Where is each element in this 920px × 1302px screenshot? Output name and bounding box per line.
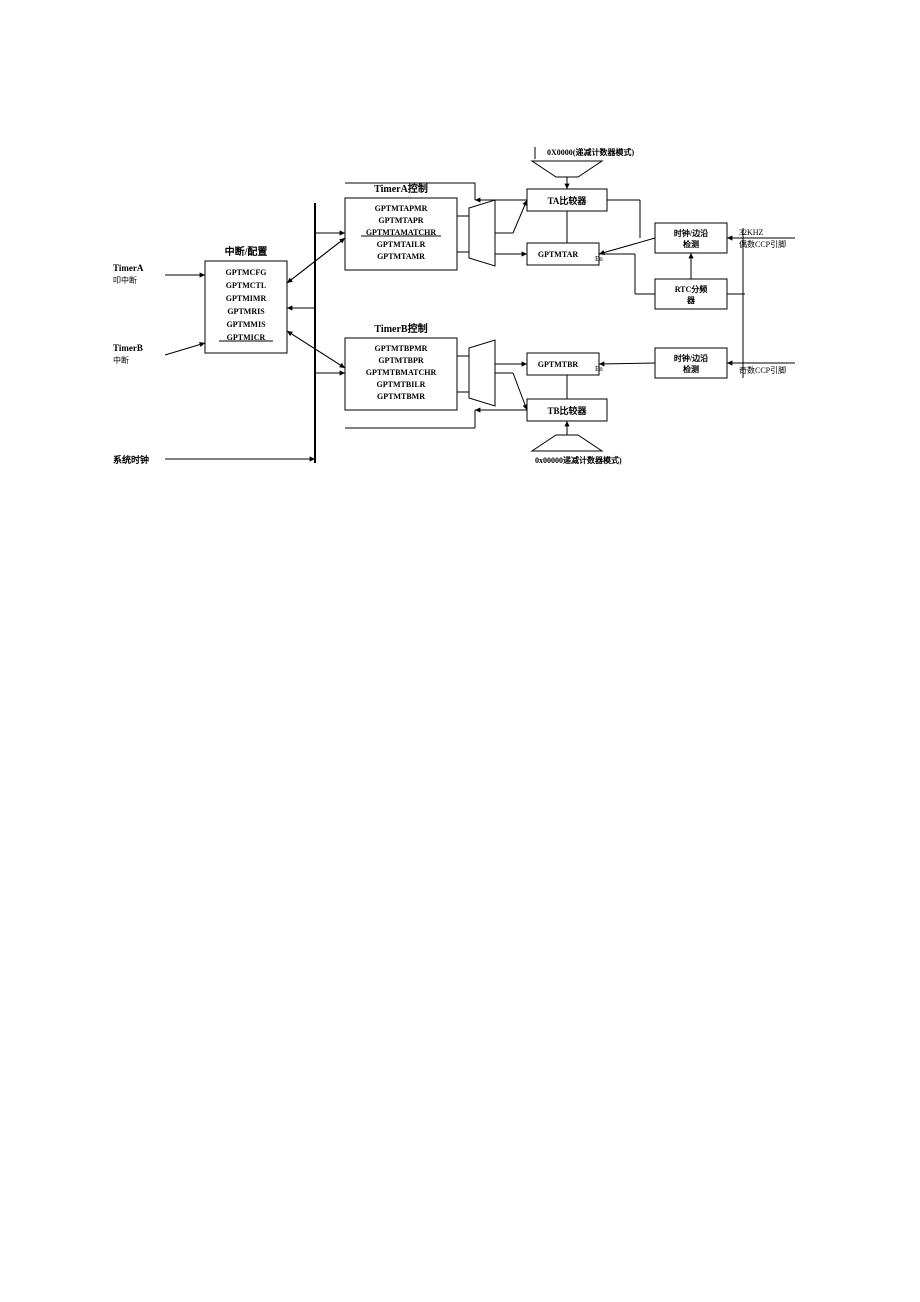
svg-text:GPTMCFG: GPTMCFG xyxy=(226,268,267,277)
svg-text:奇数CCP引脚: 奇数CCP引脚 xyxy=(739,365,786,375)
svg-text:GPTMTAR: GPTMTAR xyxy=(538,250,579,259)
svg-text:中断/配置: 中断/配置 xyxy=(225,245,268,258)
paragraph xyxy=(90,106,830,129)
svg-text:时钟/边沿: 时钟/边沿 xyxy=(674,228,708,238)
svg-text:中断: 中断 xyxy=(113,355,129,365)
svg-text:TimerB: TimerB xyxy=(113,343,143,353)
svg-text:GPTMTBILR: GPTMTBILR xyxy=(377,380,426,389)
svg-text:TimerA: TimerA xyxy=(113,263,144,273)
svg-text:TimerA控制: TimerA控制 xyxy=(374,182,428,195)
svg-text:系统时钟: 系统时钟 xyxy=(113,454,149,465)
svg-text:叩中断: 叩中断 xyxy=(113,275,137,285)
svg-text:GPTMTAMR: GPTMTAMR xyxy=(377,252,425,261)
gptm-diagram: TimerA 叩中断 TimerB 中断系统时钟 中断/配置 GPTMCFG GPTMCTL… xyxy=(95,143,825,483)
figure-1: TimerA 叩中断 TimerB 中断系统时钟 中断/配置 GPTMCFG GPTMCTL… xyxy=(90,143,830,483)
svg-text:GPTMTBPR: GPTMTBPR xyxy=(378,356,424,365)
svg-text:检测: 检测 xyxy=(683,239,699,249)
svg-text:0X0000(递减计数器模式): 0X0000(递减计数器模式) xyxy=(547,147,634,157)
svg-text:GPTMTAILR: GPTMTAILR xyxy=(377,240,426,249)
svg-text:RTC分频: RTC分频 xyxy=(675,284,708,294)
svg-text:器: 器 xyxy=(686,296,696,305)
svg-text:GPTMTAPR: GPTMTAPR xyxy=(378,216,423,225)
svg-text:GPTMTBR: GPTMTBR xyxy=(538,360,579,369)
svg-text:GPTMCTL: GPTMCTL xyxy=(226,281,266,290)
svg-text:时钟/边沿: 时钟/边沿 xyxy=(674,353,708,363)
svg-text:检测: 检测 xyxy=(683,364,699,374)
svg-text:GPTMTAPMR: GPTMTAPMR xyxy=(375,204,428,213)
paragraph xyxy=(90,489,830,512)
svg-text:GPTMTBMATCHR: GPTMTBMATCHR xyxy=(366,368,437,377)
svg-text:GPTMRIS: GPTMRIS xyxy=(227,307,265,316)
svg-text:TB比较器: TB比较器 xyxy=(547,405,587,416)
paragraph xyxy=(90,521,830,544)
svg-text:En: En xyxy=(595,255,603,263)
svg-text:偶数CCP引脚: 偶数CCP引脚 xyxy=(739,239,786,249)
svg-text:TimerB控制: TimerB控制 xyxy=(374,322,427,335)
svg-text:TA比较器: TA比较器 xyxy=(548,195,588,206)
svg-text:GPTMIMR: GPTMIMR xyxy=(226,294,267,303)
svg-text:0x00000递减计数器模式): 0x00000递减计数器模式) xyxy=(535,455,622,465)
svg-text:GPTMTBPMR: GPTMTBPMR xyxy=(375,344,428,353)
svg-text:GPTMTBMR: GPTMTBMR xyxy=(377,392,425,401)
svg-text:GPTMMIS: GPTMMIS xyxy=(226,320,266,329)
svg-text:En: En xyxy=(595,365,603,373)
